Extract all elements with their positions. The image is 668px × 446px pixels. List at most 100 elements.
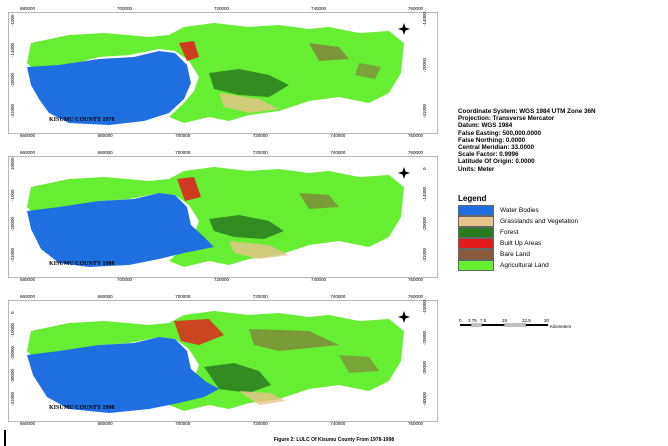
bottom-tick-label: 700000 — [175, 421, 191, 426]
scale-tick: 0 — [459, 318, 462, 323]
coord-line: Coordinate System: WGS 1984 UTM Zone 36N — [458, 108, 596, 115]
right-tick-label: -20000 — [422, 330, 427, 345]
left-tick-label: -31000 — [10, 247, 15, 262]
top-tick-label: 760000 — [408, 150, 424, 155]
left-tick-label: -20000 — [10, 73, 15, 88]
coord-line: False Easting: 500,000.0000 — [458, 129, 541, 137]
right-tick-label: -31000 — [422, 247, 427, 262]
scale-tick: 30 — [544, 318, 550, 323]
map-panel-1998: KISUMU COUNTY 1998 — [8, 300, 438, 422]
coord-line: Units: Meter — [458, 165, 495, 173]
scale-bar: 0 3.75 7.5 15 22.5 30 Kilometers — [458, 318, 578, 334]
water-bodies-region — [27, 193, 214, 267]
left-tick-label: 0 — [10, 311, 15, 314]
water-bodies-region — [27, 51, 191, 125]
legend-item: Built Up Areas — [458, 238, 628, 249]
map-title-1978: KISUMU COUNTY 1978 — [49, 117, 115, 123]
top-tick-label: 760000 — [408, 294, 424, 299]
legend-swatch — [458, 238, 494, 249]
map-title-1998: KISUMU COUNTY 1998 — [49, 405, 115, 411]
scale-bar-graphic — [460, 323, 548, 327]
forest-patch — [209, 215, 284, 239]
coord-line: Latitude Of Origin: 0.0000 — [458, 158, 535, 166]
top-tick-label: 740000 — [330, 150, 346, 155]
top-tick-label: 660000 — [20, 294, 36, 299]
forest-patch — [204, 363, 271, 393]
legend-label: Forest — [500, 229, 519, 236]
left-tick-label: -10000 — [10, 322, 15, 337]
bare-land-patch — [309, 43, 349, 61]
legend-item: Bare Land — [458, 249, 628, 260]
legend-swatch — [458, 260, 494, 271]
scale-unit: Kilometers — [550, 324, 572, 329]
top-tick-label: 760000 — [408, 6, 424, 11]
right-tick-label: -20000 — [422, 217, 427, 232]
top-tick-label: 700000 — [175, 294, 191, 299]
right-tick-label: -14000 — [422, 11, 427, 26]
bare-land-patch-2 — [355, 63, 381, 79]
right-tick-label: 0 — [422, 167, 427, 170]
top-tick-label: 740000 — [330, 294, 346, 299]
left-tick-label: -1000 — [10, 189, 15, 201]
legend-label: Agricultural Land — [500, 262, 549, 269]
bottom-tick-label: 760000 — [408, 133, 424, 138]
map-1978 — [27, 23, 410, 125]
map-panel-1978: KISUMU COUNTY 1978 — [8, 12, 438, 134]
grassland-patch — [219, 93, 279, 113]
bottom-tick-label: 680000 — [97, 133, 113, 138]
coord-line: Scale Factor: 0.9996 — [458, 151, 519, 159]
scale-tick: 7.5 — [480, 318, 487, 323]
coord-line: Datum: WGS 1984 — [458, 122, 513, 130]
right-tick-label: -30000 — [422, 361, 427, 376]
legend-title: Legend — [458, 194, 487, 203]
map-1988 — [27, 167, 410, 267]
left-tick-label: -41000 — [10, 103, 15, 118]
bottom-tick-label: 700000 — [175, 133, 191, 138]
grassland-patch — [239, 391, 285, 405]
bare-land-patch — [299, 193, 339, 209]
bottom-tick-label: 680000 — [97, 421, 113, 426]
north-arrow — [398, 23, 410, 35]
right-tick-label: -41000 — [422, 103, 427, 118]
water-bodies-region — [27, 337, 219, 413]
coordinate-system-info: Coordinate System: WGS 1984 UTM Zone 36N… — [458, 108, 596, 173]
legend-item: Grasslands and Vegetation — [458, 216, 628, 227]
top-tick-label: 720000 — [252, 294, 268, 299]
legend-item: Forest — [458, 227, 628, 238]
legend-swatch — [458, 249, 494, 260]
top-tick-label: 720000 — [252, 150, 268, 155]
bottom-tick-label: 740000 — [330, 421, 346, 426]
right-tick-label: -40000 — [422, 391, 427, 406]
bottom-tick-label: 760000 — [408, 421, 424, 426]
left-tick-label: -41000 — [10, 391, 15, 406]
built-up-patch — [177, 177, 201, 201]
north-arrow — [398, 311, 410, 323]
divider — [4, 430, 6, 446]
scale-tick: 15 — [502, 318, 508, 323]
top-tick-label: 700000 — [175, 150, 191, 155]
top-tick-label: 720000 — [214, 6, 230, 11]
scale-tick: 3.75 — [468, 318, 477, 323]
bottom-tick-label: 720000 — [252, 421, 268, 426]
grassland-patch — [229, 241, 289, 259]
right-tick-label: -10000 — [422, 299, 427, 314]
bottom-tick-label: 740000 — [311, 277, 327, 282]
legend-label: Grasslands and Vegetation — [500, 218, 579, 225]
figure-caption: Figure 2: LULC Of Kisumu County From 197… — [273, 437, 395, 443]
bottom-tick-label: 760000 — [408, 277, 424, 282]
left-tick-label: -20000 — [10, 345, 15, 360]
left-tick-label: -14000 — [10, 42, 15, 57]
right-tick-label: -20000 — [422, 57, 427, 72]
left-tick-label: 10000 — [10, 157, 15, 170]
left-tick-label: -30000 — [10, 368, 15, 383]
bare-land-patch — [249, 329, 339, 351]
top-tick-label: 660000 — [20, 150, 36, 155]
coord-line: False Northing: 0.0000 — [458, 136, 526, 144]
top-tick-label: 680000 — [97, 294, 113, 299]
built-up-patch — [179, 41, 199, 61]
bottom-tick-label: 700000 — [117, 277, 133, 282]
bottom-tick-label: 660000 — [20, 421, 36, 426]
left-tick-label: -20000 — [10, 217, 15, 232]
map-title-1988: KISUMU COUNTY 1988 — [49, 261, 115, 267]
